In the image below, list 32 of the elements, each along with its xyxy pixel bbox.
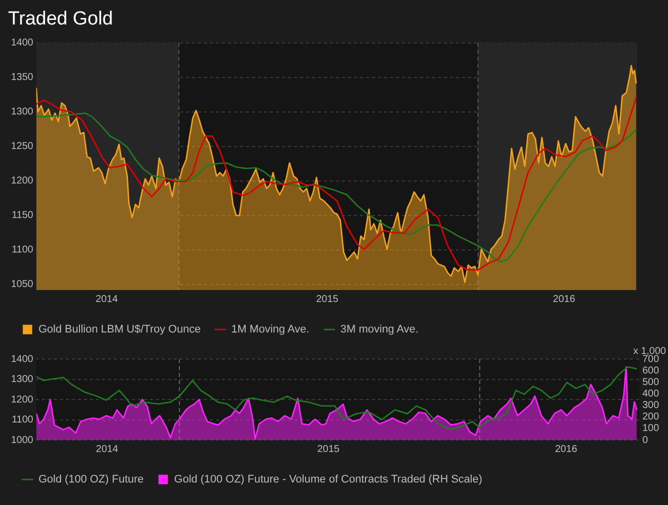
y-tick-label: 1000 [10, 434, 34, 446]
y-tick-label: 1200 [10, 176, 34, 187]
y2-tick-label: 500 [642, 376, 660, 388]
chart-title: Traded Gold [8, 8, 113, 30]
x-tick-label: 2014 [96, 294, 118, 305]
legend-label: 3M moving Ave. [340, 324, 418, 336]
legend-label: Gold (100 OZ) Future [38, 474, 144, 486]
y2-tick-label: 600 [642, 365, 660, 376]
y2-tick-label: 200 [642, 412, 660, 423]
x-tick-label: 2014 [96, 444, 119, 455]
x-tick-label: 2015 [317, 444, 340, 455]
y-tick-label: 1400 [10, 38, 34, 49]
y-tick-label: 1400 [10, 354, 34, 365]
legend-label: Gold Bullion LBM U$/Troy Ounce [38, 324, 201, 336]
x-tick-label: 2016 [552, 294, 576, 305]
y2-tick-label: 100 [642, 423, 660, 434]
y-tick-label: 1100 [12, 244, 34, 256]
y-tick-label: 1300 [10, 374, 34, 385]
y-tick-label: 1050 [10, 279, 34, 290]
x-tick-label: 2016 [554, 444, 578, 455]
y-tick-label: 1150 [12, 210, 34, 222]
legend-label: 1M Moving Ave. [231, 324, 310, 336]
y-tick-label: 1200 [10, 394, 34, 406]
y-tick-label: 1350 [10, 72, 34, 84]
y-tick-label: 1250 [10, 141, 34, 152]
y2-tick-label: 0 [642, 434, 648, 446]
y2-tick-label: 300 [642, 400, 660, 412]
y-tick-label: 1100 [12, 414, 34, 426]
legend-label: Gold (100 OZ) Future - Volume of Contracts Traded (RH Scale) [174, 474, 482, 486]
x-tick-label: 2015 [316, 294, 339, 305]
y-tick-label: 1300 [10, 106, 34, 118]
y2-tick-label: 400 [642, 388, 660, 400]
